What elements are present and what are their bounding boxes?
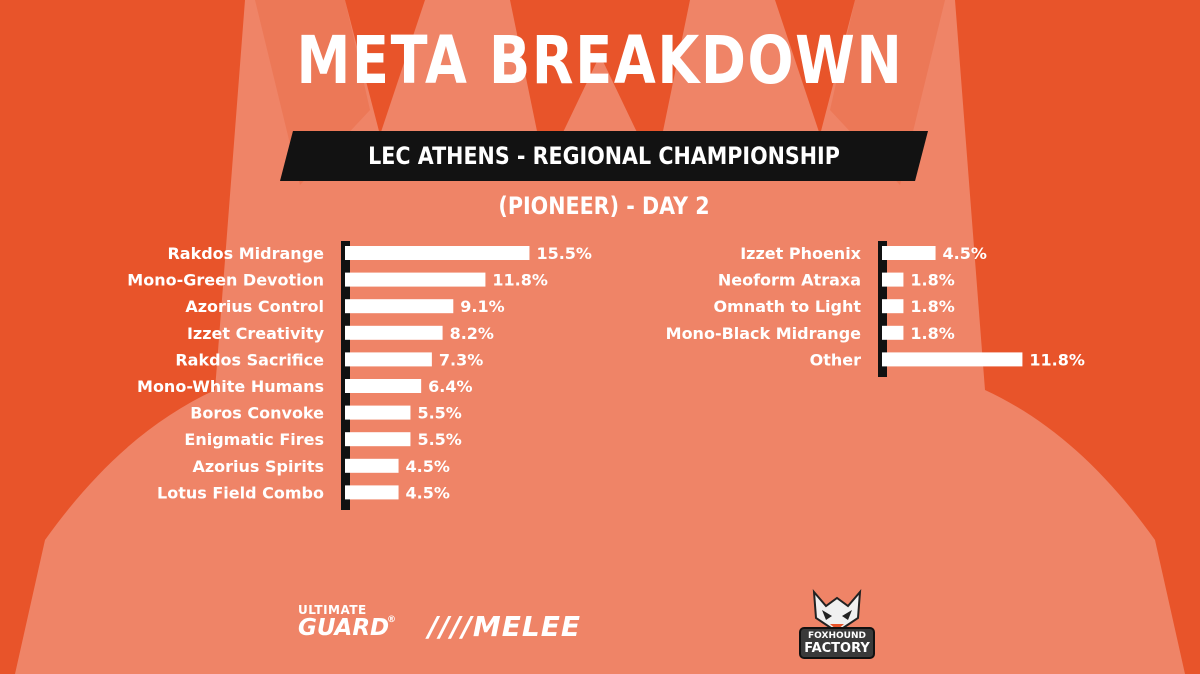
bar-0-6 xyxy=(345,405,411,420)
value-label-0-5: 6.4% xyxy=(428,377,472,396)
ultimate-guard-logo: GUARD xyxy=(298,615,390,641)
value-label-1-0: 4.5% xyxy=(943,244,987,263)
category-label-0-9: Lotus Field Combo xyxy=(157,483,324,502)
bar-1-0 xyxy=(882,246,936,260)
category-label-1-2: Omnath to Light xyxy=(714,297,862,316)
category-label-0-4: Rakdos Sacrifice xyxy=(175,350,324,369)
category-label-0-6: Boros Convoke xyxy=(190,404,324,423)
bar-0-0 xyxy=(345,246,530,260)
bar-0-1 xyxy=(345,272,486,287)
value-label-0-8: 4.5% xyxy=(406,457,450,476)
value-label-1-2: 1.8% xyxy=(910,297,954,316)
value-label-1-1: 1.8% xyxy=(910,271,954,290)
bar-1-1 xyxy=(882,272,904,287)
ultimate-guard-logo-top: ULTIMATE xyxy=(298,603,367,617)
page-title: META BREAKDOWN xyxy=(296,22,904,99)
foxhound-logo-bottom: FACTORY xyxy=(804,641,870,656)
value-label-1-3: 1.8% xyxy=(910,324,954,343)
bar-0-5 xyxy=(345,379,422,393)
bar-0-4 xyxy=(345,352,432,367)
category-label-0-7: Enigmatic Fires xyxy=(184,430,324,449)
page-subtitle: LEC ATHENS - REGIONAL CHAMPIONSHIP (PION… xyxy=(368,142,840,220)
bar-0-3 xyxy=(345,325,443,340)
category-label-1-0: Izzet Phoenix xyxy=(740,244,861,263)
category-label-0-2: Azorius Control xyxy=(185,297,324,316)
subtitle-banner xyxy=(280,131,928,181)
category-label-0-1: Mono-Green Devotion xyxy=(127,271,324,290)
value-label-0-1: 11.8% xyxy=(492,271,548,290)
foxhound-logo-top: FOXHOUND xyxy=(808,631,866,641)
ultimate-guard-registered: ® xyxy=(387,615,396,625)
melee-logo: ////MELEE xyxy=(428,610,581,643)
category-label-1-3: Mono-Black Midrange xyxy=(666,324,862,343)
bar-1-2 xyxy=(882,299,904,314)
bar-0-7 xyxy=(345,432,411,447)
bar-1-4 xyxy=(882,352,1023,367)
value-label-0-9: 4.5% xyxy=(406,483,450,502)
value-label-0-0: 15.5% xyxy=(536,244,592,263)
category-label-1-4: Other xyxy=(810,350,861,369)
category-label-0-0: Rakdos Midrange xyxy=(167,244,324,263)
axis-line-0 xyxy=(341,241,350,510)
value-label-0-6: 5.5% xyxy=(417,404,461,423)
category-label-0-8: Azorius Spirits xyxy=(192,457,324,476)
bar-0-8 xyxy=(345,458,399,473)
value-label-0-7: 5.5% xyxy=(417,430,461,449)
bar-0-9 xyxy=(345,485,399,500)
crown-shadow xyxy=(255,0,945,185)
fox-mascot-icon xyxy=(799,589,875,659)
value-label-0-4: 7.3% xyxy=(439,350,483,369)
bar-1-3 xyxy=(882,325,904,340)
category-label-0-5: Mono-White Humans xyxy=(137,377,324,396)
category-label-0-3: Izzet Creativity xyxy=(187,324,325,343)
bar-0-2 xyxy=(345,299,454,314)
value-label-0-2: 9.1% xyxy=(460,297,504,316)
value-label-1-4: 11.8% xyxy=(1029,350,1085,369)
category-label-1-1: Neoform Atraxa xyxy=(718,271,861,290)
value-label-0-3: 8.2% xyxy=(450,324,494,343)
